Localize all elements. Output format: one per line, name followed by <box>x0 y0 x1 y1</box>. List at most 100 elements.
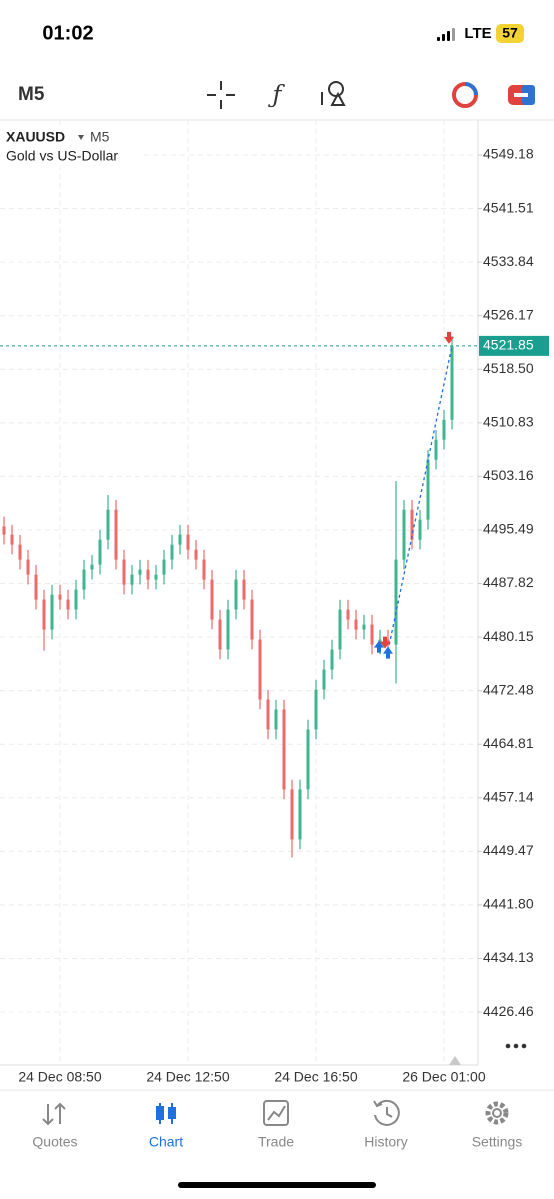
bar-body <box>90 564 94 570</box>
x-tick-label: 24 Dec 12:50 <box>146 1069 229 1085</box>
x-tick-label: 24 Dec 08:50 <box>18 1069 101 1085</box>
bar-body <box>410 509 414 540</box>
bar-body <box>2 526 6 535</box>
bar-body <box>354 619 358 630</box>
bar-body <box>114 509 118 560</box>
bar-body <box>282 709 286 790</box>
current-price-box <box>479 335 549 356</box>
y-tick-label: 4533.84 <box>483 253 534 269</box>
y-tick-label: 4480.15 <box>483 628 534 644</box>
bar-body <box>218 619 222 650</box>
bar-body <box>194 549 198 560</box>
bar-body <box>178 534 182 545</box>
signal <box>437 28 455 41</box>
battery <box>496 24 524 43</box>
timeframe-button[interactable]: M5 <box>18 84 45 105</box>
axes: 4549.18 4541.51 4533.84 4526.17 4518.50 4510.… <box>0 146 549 1085</box>
chart-icon <box>156 1103 176 1124</box>
bar-body <box>442 419 446 440</box>
y-tick-label: 4464.81 <box>483 735 534 751</box>
x-tick-label: 24 Dec 16:50 <box>274 1069 357 1085</box>
y-tick-label: 4434.13 <box>483 949 534 965</box>
home-indicator <box>178 1182 376 1188</box>
grid <box>0 120 478 1065</box>
bar-body <box>18 544 22 560</box>
bar-body <box>298 789 302 840</box>
bar-body <box>146 569 150 580</box>
tabs: Quotes Chart Trade History Settings <box>32 1134 522 1150</box>
bar-body <box>74 589 78 610</box>
bar-body <box>66 599 70 610</box>
bar-body <box>306 729 310 790</box>
bar-body <box>418 519 422 540</box>
objects-button[interactable] <box>321 81 346 106</box>
tab-label[interactable]: Chart <box>149 1134 183 1150</box>
y-tick-label: 4495.49 <box>483 521 534 537</box>
y-tick-label: 4503.16 <box>483 467 534 483</box>
network: LTE <box>464 25 491 42</box>
trade-button[interactable] <box>508 85 535 105</box>
indicators-button[interactable]: ƒ <box>268 81 286 109</box>
current-price-label: 4521.85 <box>483 337 534 353</box>
bars <box>2 336 454 858</box>
bar-body <box>250 599 254 640</box>
bar-body <box>370 624 374 645</box>
battery-level: 57 <box>502 25 518 41</box>
bar-body <box>274 709 278 730</box>
symbol: XAUUSD <box>6 129 65 145</box>
bar-body <box>186 534 190 550</box>
y-tick-label: 4426.46 <box>483 1003 534 1019</box>
y-tick-label: 4487.82 <box>483 574 534 590</box>
y-tick-label: 4541.51 <box>483 199 534 215</box>
bar-body <box>394 559 398 645</box>
y-tick-label: 4526.17 <box>483 306 534 322</box>
bar-body <box>98 539 102 565</box>
bar-body <box>42 599 46 630</box>
bar-body <box>330 649 334 670</box>
symbol-description: Gold vs US-Dollar <box>6 148 118 164</box>
tab-label[interactable]: Settings <box>472 1134 523 1150</box>
tab-label[interactable]: Quotes <box>32 1134 77 1150</box>
buy-arrow <box>374 640 384 653</box>
buy-arrow <box>383 646 393 659</box>
bar-body <box>290 789 294 840</box>
bar-body <box>58 594 62 600</box>
y-tick-label: 4441.80 <box>483 896 534 912</box>
symbol-dropdown[interactable] <box>78 135 84 140</box>
tab-label[interactable]: History <box>364 1134 408 1150</box>
bar-body <box>346 609 350 620</box>
chart-timeframe: M5 <box>90 129 110 145</box>
bar-body <box>202 559 206 580</box>
bar-body <box>138 569 142 575</box>
scroll-marker <box>449 1056 461 1065</box>
trade-icon <box>263 1100 289 1126</box>
y-tick-label: 4510.83 <box>483 414 534 430</box>
crosshair-button[interactable] <box>207 81 235 109</box>
trade-link <box>387 345 453 651</box>
bar-body <box>122 559 126 585</box>
bar-body <box>434 439 438 460</box>
y-tick-label: 4549.18 <box>483 146 534 162</box>
clock: 01:02 <box>42 22 93 44</box>
bar-body <box>170 544 174 560</box>
y-tick-label: 4457.14 <box>483 788 534 804</box>
quotes-icon <box>42 1102 66 1126</box>
bar-body <box>402 509 406 560</box>
bar-body <box>322 669 326 690</box>
header-backdrop <box>0 127 140 167</box>
trade-markers <box>374 331 454 659</box>
bar-body <box>82 569 86 590</box>
bar-body <box>26 559 30 575</box>
bar-body <box>338 609 342 650</box>
bar-body <box>210 579 214 620</box>
bar-body <box>450 345 454 420</box>
bar-body <box>226 609 230 650</box>
one-click-trading-button[interactable] <box>452 82 478 108</box>
tab-label[interactable]: Trade <box>258 1134 294 1150</box>
history-icon <box>373 1099 400 1126</box>
bar-body <box>130 574 134 585</box>
y-tick-label: 4518.50 <box>483 360 534 376</box>
more-button[interactable] <box>505 1043 527 1049</box>
sell-arrow <box>380 636 390 649</box>
